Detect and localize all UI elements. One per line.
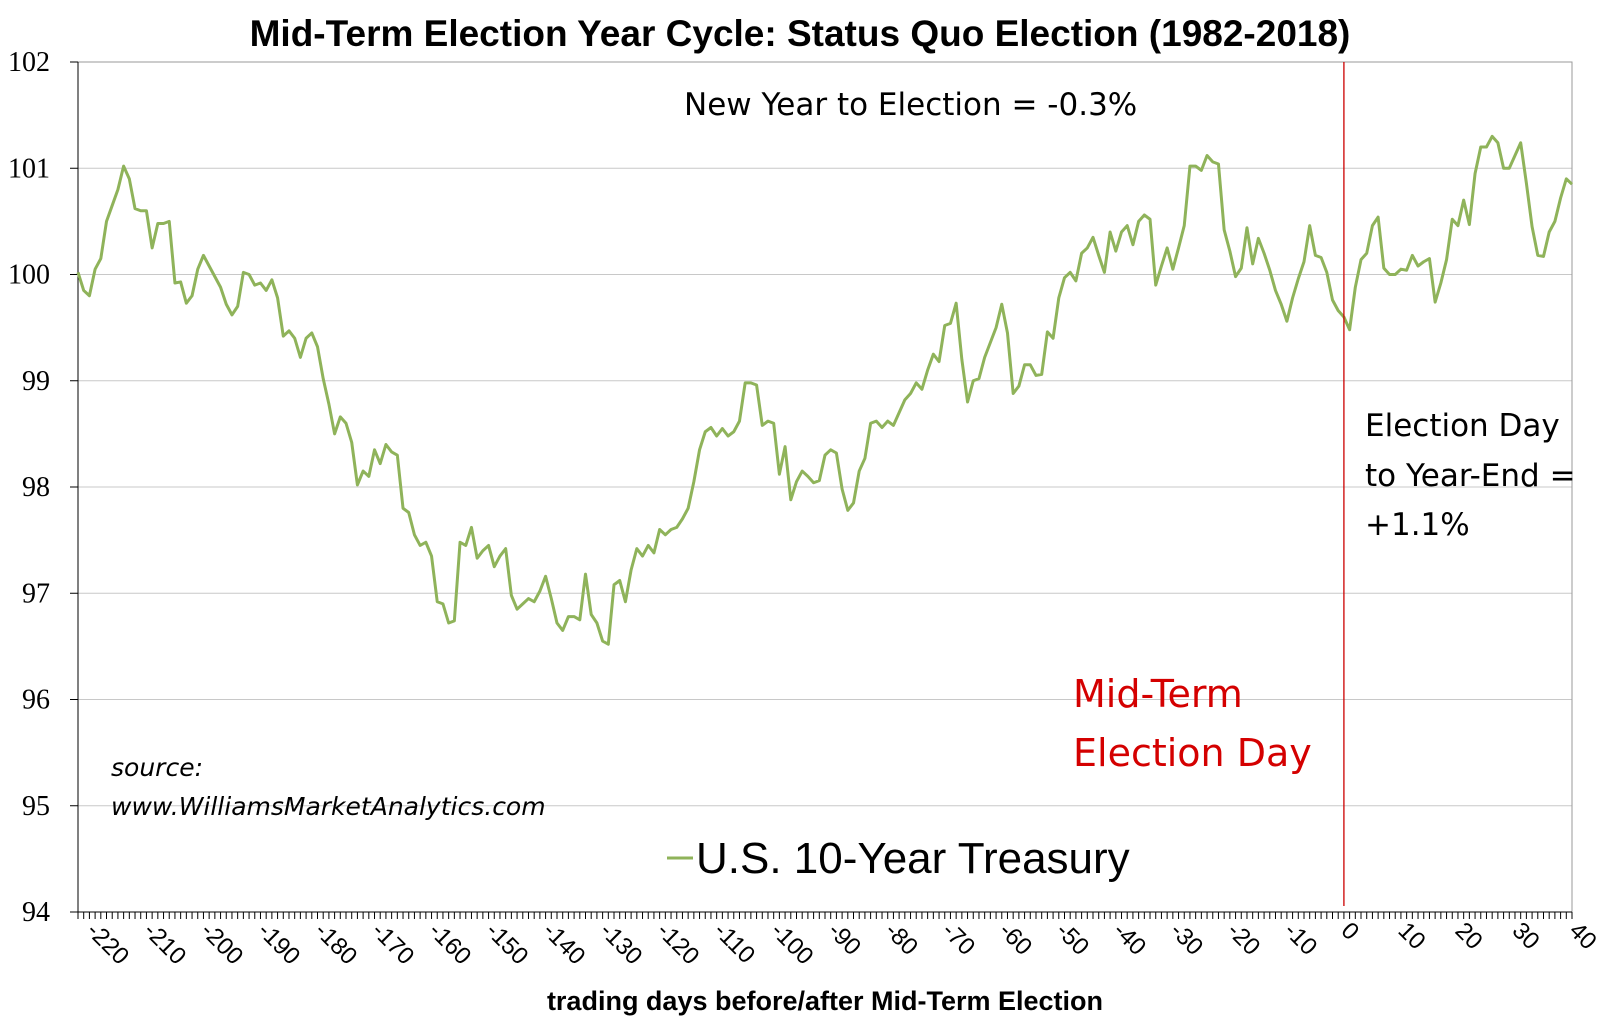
legend: U.S. 10-Year Treasury — [667, 834, 1130, 883]
y-tick-label: 100 — [8, 260, 50, 291]
election-to-year-end-annotation-line1: Election Day — [1365, 408, 1560, 444]
grid-layer — [78, 167, 1572, 807]
election-day-label-line2: Election Day — [1073, 731, 1312, 775]
source-url: www.WilliamsMarketAnalytics.com — [111, 792, 546, 821]
election-day-label-line1: Mid-Term — [1073, 672, 1243, 716]
y-tick-label: 101 — [8, 153, 50, 184]
series-line — [76, 134, 1574, 646]
y-tick-label: 97 — [22, 578, 50, 609]
x-axis-label: trading days before/after Mid-Term Elect… — [547, 986, 1103, 1016]
new-year-to-election-annotation: New Year to Election = -0.3% — [684, 87, 1137, 123]
election-to-year-end-annotation-line2: to Year-End = — [1365, 458, 1576, 494]
chart-title: Mid-Term Election Year Cycle: Status Quo… — [250, 13, 1351, 54]
legend-label: U.S. 10-Year Treasury — [696, 834, 1130, 883]
y-tick-label: 96 — [22, 685, 50, 716]
y-tick-label: 98 — [22, 472, 50, 503]
y-tick-label: 99 — [22, 366, 50, 397]
y-tick-label: 102 — [8, 47, 50, 78]
series-layer — [76, 134, 1574, 646]
election-to-year-end-annotation-line3: +1.1% — [1365, 507, 1470, 543]
y-tick-label: 95 — [22, 791, 50, 822]
y-tick-label: 94 — [22, 897, 50, 928]
source-label: source: — [111, 753, 203, 782]
